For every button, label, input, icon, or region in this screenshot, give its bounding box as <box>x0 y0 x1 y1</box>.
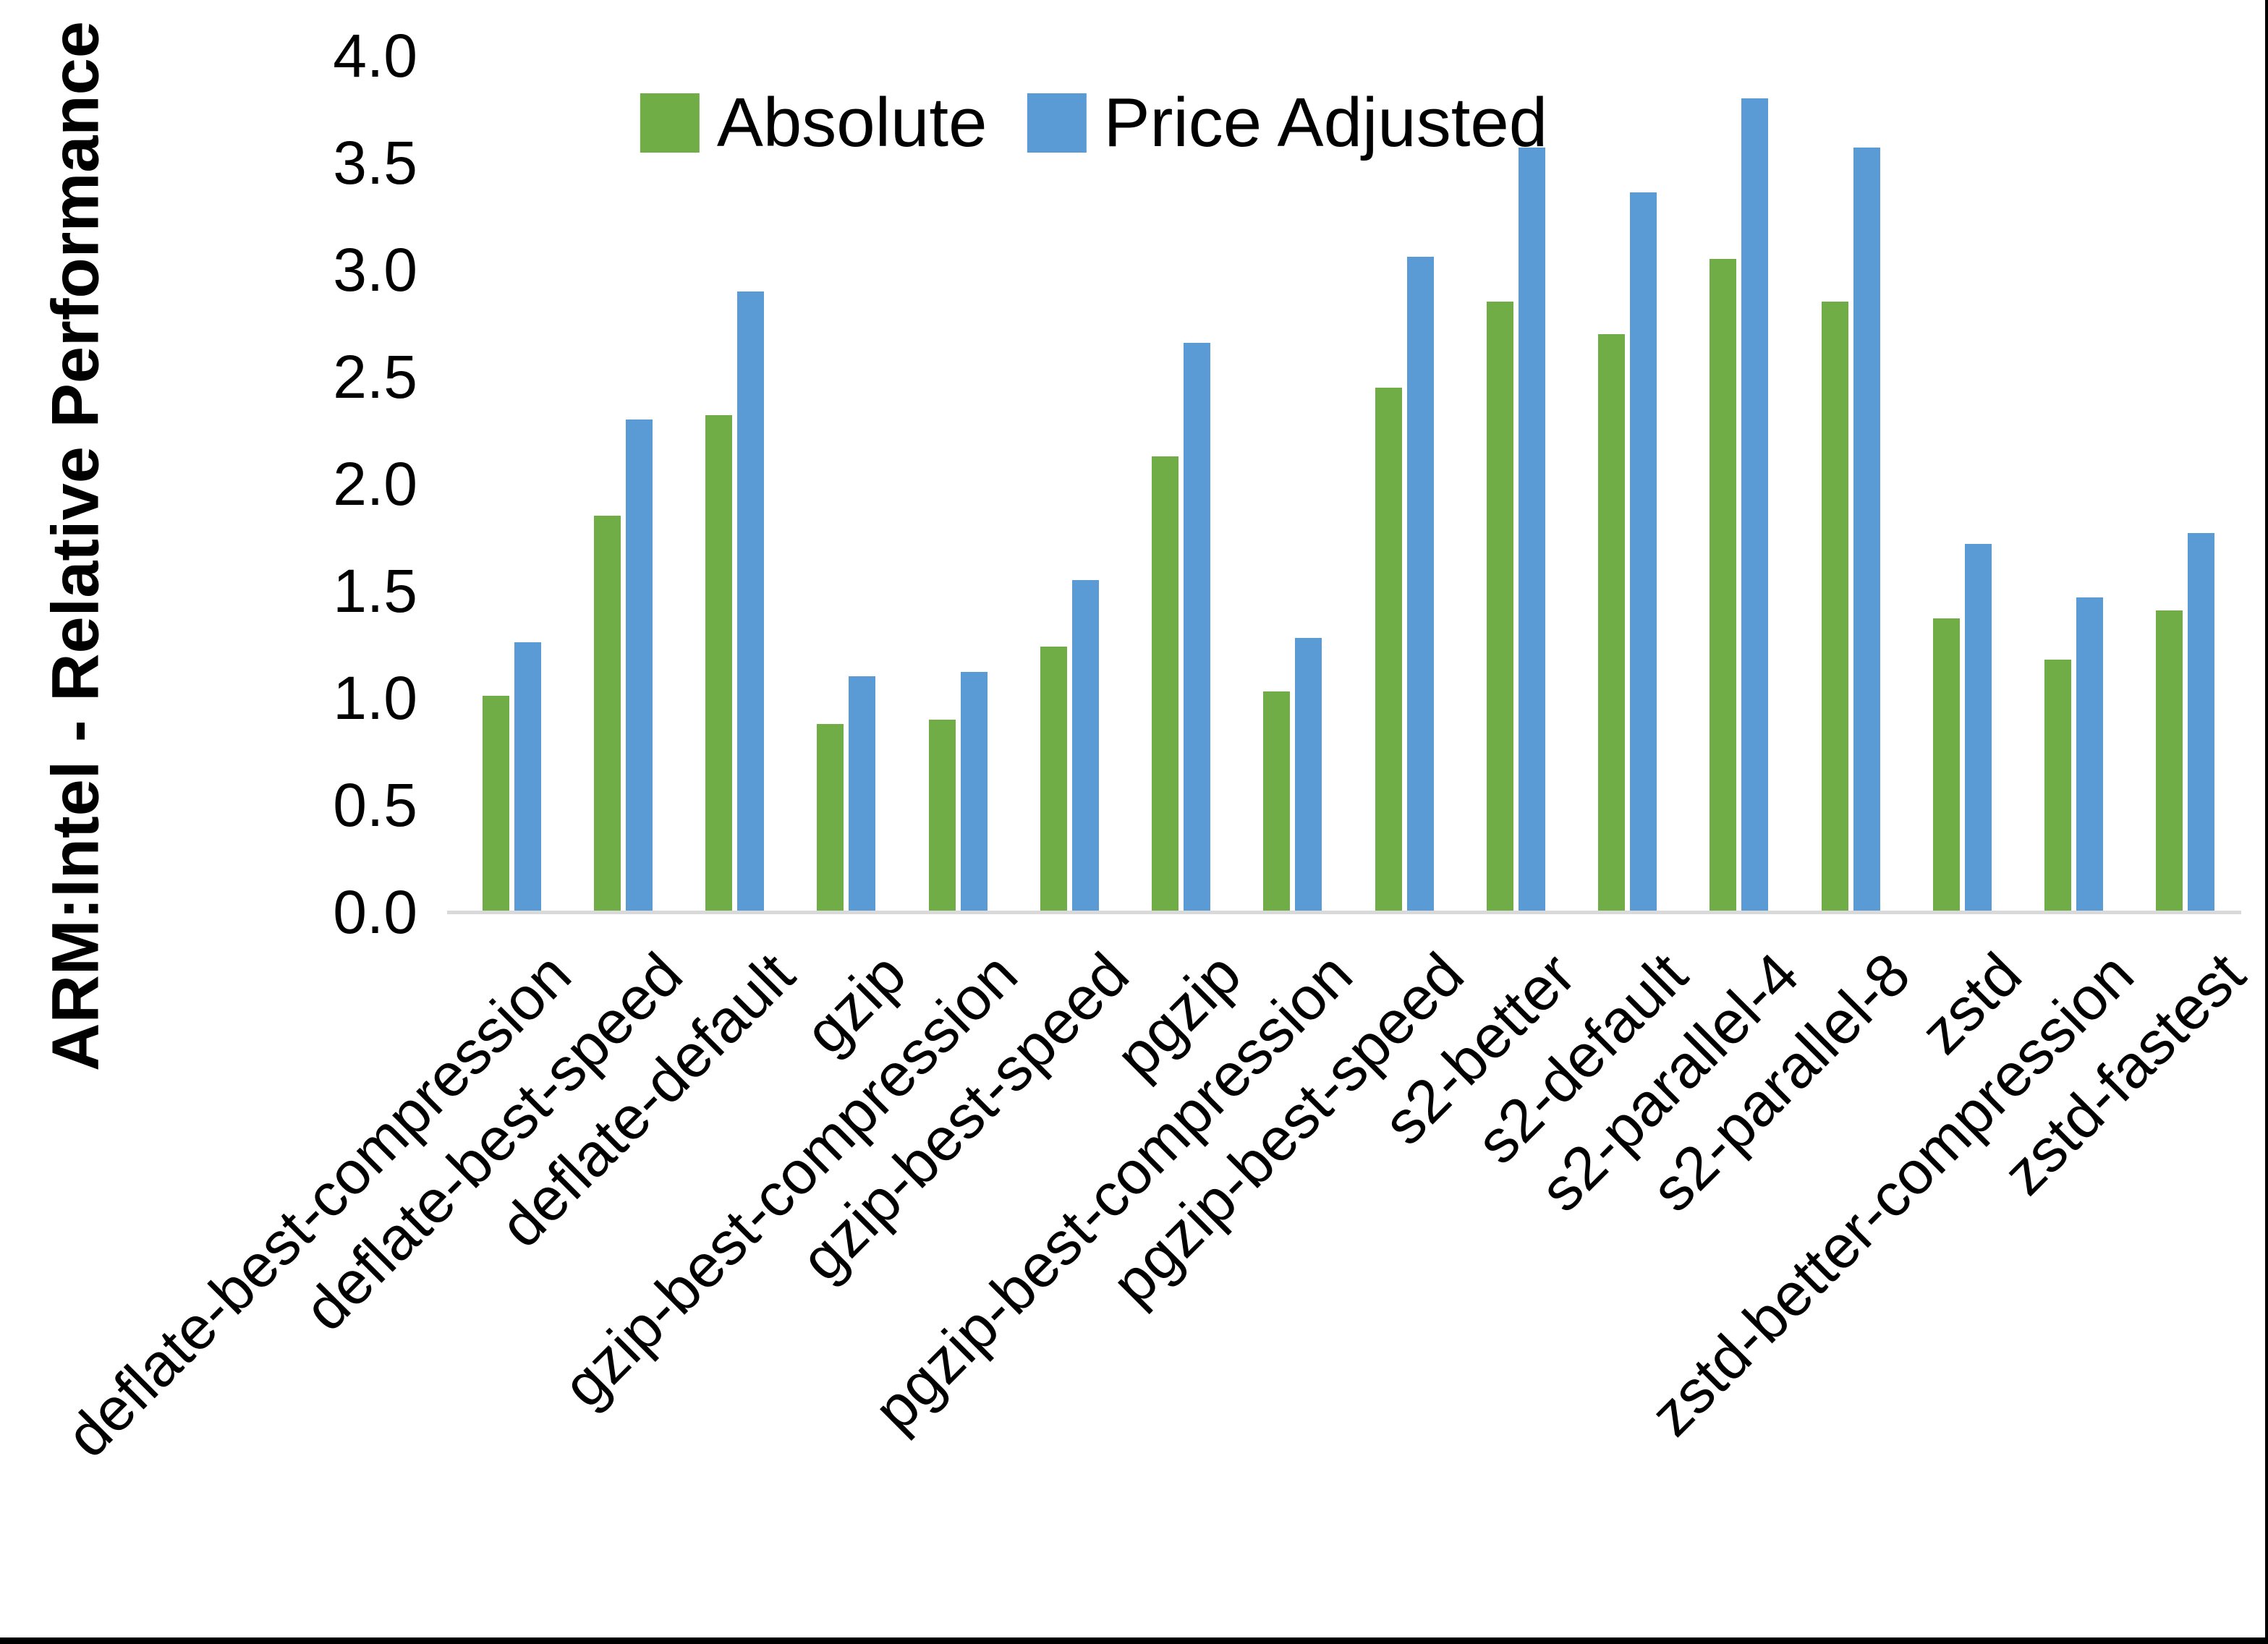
y-tick-label-2.5: 2.5 <box>333 343 417 411</box>
bar-price-adjusted-zstd-fastest <box>2188 533 2215 912</box>
bar-absolute-s2-parallel-4 <box>1710 259 1737 912</box>
bar-absolute-pgzip-best-compression <box>1263 691 1291 912</box>
bar-price-adjusted-pgzip <box>1184 343 1211 912</box>
bar-absolute-pgzip <box>1152 456 1179 912</box>
bar-absolute-gzip-best-compression <box>928 720 956 912</box>
y-tick-label-1.0: 1.0 <box>333 664 417 732</box>
bar-group-gzip-best-compression <box>902 56 1014 912</box>
bar-price-adjusted-pgzip-best-speed <box>1406 257 1434 912</box>
bar-price-adjusted-gzip-best-compression <box>960 672 988 912</box>
bar-price-adjusted-pgzip-best-compression <box>1295 638 1322 912</box>
bar-price-adjusted-zstd <box>1964 544 1992 912</box>
bar-group-deflate-default <box>679 56 791 912</box>
bar-price-adjusted-gzip <box>849 676 876 912</box>
bar-absolute-deflate-best-compression <box>482 696 509 912</box>
bar-absolute-s2-better <box>1486 302 1513 912</box>
bar-group-s2-parallel-4 <box>1683 56 1795 912</box>
y-tick-label-0.0: 0.0 <box>333 878 417 946</box>
bar-group-s2-better <box>1460 56 1571 912</box>
y-tick-label-4.0: 4.0 <box>333 22 417 90</box>
bar-absolute-gzip-best-speed <box>1040 647 1067 912</box>
x-axis-line <box>447 911 2241 914</box>
legend-item-absolute: Absolute <box>640 83 988 163</box>
bar-price-adjusted-s2-parallel-4 <box>1741 98 1769 912</box>
bar-group-deflate-best-speed <box>567 56 679 912</box>
bar-group-pgzip <box>1126 56 1237 912</box>
bar-group-pgzip-best-speed <box>1349 56 1460 912</box>
bar-group-zstd <box>1906 56 2018 912</box>
bar-absolute-zstd <box>1932 618 1960 912</box>
bar-group-deflate-best-compression <box>456 56 567 912</box>
bar-absolute-s2-default <box>1598 334 1626 912</box>
bar-group-zstd-better-compression <box>2018 56 2130 912</box>
y-tick-label-3.0: 3.0 <box>333 236 417 304</box>
bar-group-pgzip-best-compression <box>1237 56 1349 912</box>
legend-swatch-price-adjusted <box>1027 93 1087 153</box>
bar-price-adjusted-zstd-better-compression <box>2076 597 2104 912</box>
y-tick-label-0.5: 0.5 <box>333 771 417 839</box>
legend-item-price-adjusted: Price Adjusted <box>1027 83 1547 163</box>
legend-swatch-absolute <box>640 93 700 153</box>
legend-label-price-adjusted: Price Adjusted <box>1103 84 1548 161</box>
bar-price-adjusted-s2-better <box>1518 148 1545 912</box>
bar-absolute-pgzip-best-speed <box>1375 388 1402 912</box>
plot-area <box>456 56 2241 912</box>
y-tick-label-3.5: 3.5 <box>333 129 417 197</box>
bar-group-s2-default <box>1572 56 1683 912</box>
bar-absolute-s2-parallel-8 <box>1821 302 1848 912</box>
bar-absolute-deflate-default <box>705 415 733 912</box>
bar-group-s2-parallel-8 <box>1795 56 1906 912</box>
y-tick-label-1.5: 1.5 <box>333 557 417 625</box>
bar-group-gzip-best-speed <box>1014 56 1125 912</box>
bar-price-adjusted-s2-default <box>1630 192 1657 912</box>
legend: Absolute Price Adjusted <box>640 83 1547 163</box>
bar-absolute-zstd-better-compression <box>2044 660 2072 912</box>
bar-absolute-gzip <box>817 724 844 912</box>
legend-label-absolute: Absolute <box>716 84 988 161</box>
bar-group-gzip <box>791 56 902 912</box>
bar-absolute-deflate-best-speed <box>593 516 621 912</box>
bar-price-adjusted-deflate-best-compression <box>514 642 541 912</box>
bar-group-zstd-fastest <box>2130 56 2241 912</box>
bar-price-adjusted-gzip-best-speed <box>1071 580 1099 912</box>
bar-absolute-zstd-fastest <box>2156 610 2183 912</box>
bar-price-adjusted-s2-parallel-8 <box>1853 148 1880 912</box>
bar-price-adjusted-deflate-best-speed <box>625 419 653 912</box>
bar-price-adjusted-deflate-default <box>737 291 765 912</box>
y-tick-label-2.0: 2.0 <box>333 450 417 518</box>
